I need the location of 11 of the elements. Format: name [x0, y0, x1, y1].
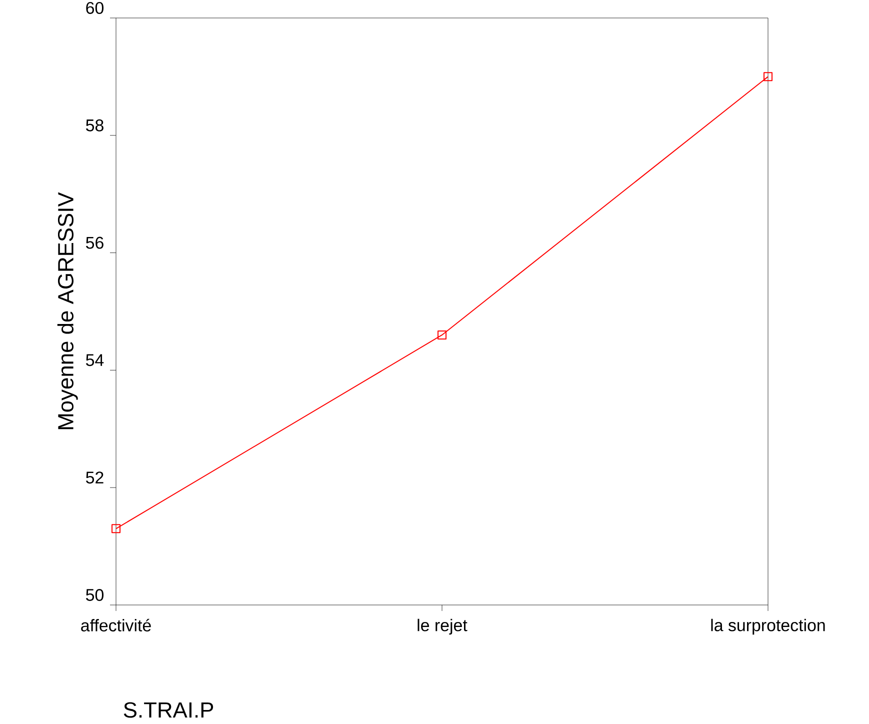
y-tick-label: 58: [86, 119, 104, 132]
y-tick-label: 54: [86, 354, 104, 366]
y-tick-label: 60: [86, 2, 104, 14]
x-axis-title: S.TRAI.P: [124, 702, 214, 718]
y-tick-label: 56: [86, 236, 104, 249]
y-tick-label: 52: [86, 472, 104, 484]
x-tick-label: affectivité: [81, 618, 151, 632]
y-axis-title: Moyenne de AGRESSIV: [57, 192, 78, 430]
x-tick-label: le rejet: [418, 618, 468, 635]
x-tick-label: la surprotection: [711, 618, 825, 635]
y-tick-label: 50: [86, 588, 104, 601]
